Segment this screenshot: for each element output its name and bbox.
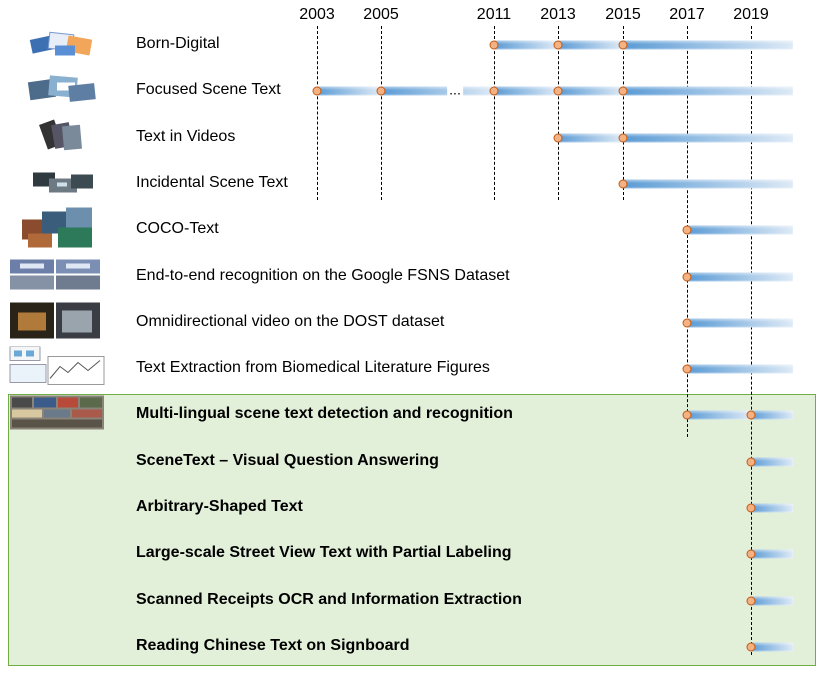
text-in-videos-thumbnail	[37, 115, 87, 160]
timeline-bar-arbitrary-shaped-text	[751, 503, 793, 513]
row-label-scanned-receipts-ocr-and-information-extraction: Scanned Receipts OCR and Information Ext…	[136, 590, 522, 608]
year-gridline-2013	[558, 26, 559, 200]
new-challenges-highlight-box	[8, 394, 816, 666]
row-label-omnidirectional-video-on-the-dost-dataset: Omnidirectional video on the DOST datase…	[136, 312, 445, 330]
edition-marker-incidental-scene-text-2015	[618, 179, 628, 189]
row-label-text-in-videos: Text in Videos	[136, 127, 236, 145]
timeline-bar-omnidirectional-video-on-the-dost-dataset	[687, 318, 793, 328]
timeline-bar-incidental-scene-text	[623, 179, 793, 189]
row-label-born-digital: Born-Digital	[136, 35, 220, 52]
row-label-incidental-scene-text: Incidental Scene Text	[136, 173, 288, 191]
row-label-coco-text: COCO-Text	[136, 220, 219, 238]
row-label-multi-lingual-scene-text-detection-and-recognition: Multi-lingual scene text detection and r…	[136, 405, 513, 423]
edition-marker-multi-lingual-scene-text-detection-and-recognition-2019	[746, 410, 756, 420]
fsns-thumbnail	[10, 257, 102, 296]
edition-marker-text-in-videos-2015	[618, 133, 628, 143]
incidental-scene-text-thumbnail	[27, 166, 97, 201]
year-label-2013: 2013	[540, 6, 576, 23]
row-label-arbitrary-shaped-text: Arbitrary-Shaped Text	[136, 498, 303, 515]
year-gridline-2005	[381, 26, 382, 200]
row-label-focused-scene-text: Focused Scene Text	[136, 81, 281, 99]
row-label-large-scale-street-view-text-with-partial-labeling: Large-scale Street View Text with Partia…	[136, 544, 512, 562]
year-label-2011: 2011	[476, 6, 512, 23]
dost-thumbnail	[10, 302, 102, 343]
born-digital-thumbnail	[27, 28, 97, 63]
timeline-bar-born-digital	[494, 40, 793, 50]
biomedical-figures-thumbnail	[8, 346, 108, 392]
timeline-bar-coco-text	[687, 225, 793, 235]
edition-marker-focused-scene-text-2011	[489, 86, 499, 96]
edition-marker-reading-chinese-text-on-signboard-2019	[746, 642, 756, 652]
edition-marker-end-to-end-recognition-on-the-google-fsns-dataset-2017	[682, 272, 692, 281]
edition-marker-coco-text-2017	[682, 225, 692, 235]
year-label-2005: 2005	[363, 6, 399, 23]
year-gridline-2011	[494, 26, 495, 200]
edition-marker-large-scale-street-view-text-with-partial-labeling-2019	[746, 549, 756, 559]
edition-marker-text-extraction-from-biomedical-literature-figures-2017	[682, 364, 692, 374]
year-label-2017: 2017	[669, 6, 705, 23]
timeline-bar-scenetext-visual-question-answering	[751, 457, 793, 467]
edition-marker-focused-scene-text-2003	[312, 86, 322, 96]
year-gridline-2003	[317, 26, 318, 200]
edition-marker-born-digital-2015	[618, 40, 628, 50]
year-gridline-2019	[751, 26, 752, 655]
edition-marker-focused-scene-text-2013	[553, 86, 563, 96]
row-label-text-extraction-from-biomedical-literature-figures: Text Extraction from Biomedical Literatu…	[136, 359, 490, 377]
edition-marker-born-digital-2011	[489, 40, 499, 50]
edition-marker-omnidirectional-video-on-the-dost-dataset-2017	[682, 318, 692, 328]
year-label-2015: 2015	[605, 6, 641, 23]
multi-lingual-thumbnail	[10, 395, 104, 435]
year-label-2019: 2019	[733, 6, 769, 23]
year-gridline-2015	[623, 26, 624, 200]
timeline-bar-scanned-receipts-ocr-and-information-extraction	[751, 596, 793, 606]
edition-marker-multi-lingual-scene-text-detection-and-recognition-2017	[682, 410, 692, 420]
timeline-gap-marker: ...	[447, 81, 463, 98]
timeline-bar-end-to-end-recognition-on-the-google-fsns-dataset	[687, 272, 793, 281]
edition-marker-born-digital-2013	[553, 40, 563, 50]
edition-marker-scenetext-visual-question-answering-2019	[746, 457, 756, 467]
edition-marker-focused-scene-text-2005	[376, 86, 386, 96]
edition-marker-text-in-videos-2013	[553, 133, 563, 143]
timeline-bar-text-in-videos	[558, 133, 793, 143]
focused-scene-text-thumbnail	[27, 73, 97, 110]
timeline-bar-reading-chinese-text-on-signboard	[751, 642, 793, 652]
edition-marker-arbitrary-shaped-text-2019	[746, 503, 756, 513]
row-label-scenetext-visual-question-answering: SceneText – Visual Question Answering	[136, 451, 439, 469]
timeline-bar-text-extraction-from-biomedical-literature-figures	[687, 364, 793, 374]
timeline-bar-large-scale-street-view-text-with-partial-labeling	[751, 549, 793, 559]
coco-text-thumbnail	[18, 206, 98, 255]
timeline-bar-multi-lingual-scene-text-detection-and-recognition	[687, 410, 793, 420]
year-label-2003: 2003	[299, 6, 335, 23]
row-label-end-to-end-recognition-on-the-google-fsns-dataset: End-to-end recognition on the Google FSN…	[136, 266, 510, 284]
edition-marker-scanned-receipts-ocr-and-information-extraction-2019	[746, 596, 756, 606]
row-label-reading-chinese-text-on-signboard: Reading Chinese Text on Signboard	[136, 636, 410, 654]
edition-marker-focused-scene-text-2015	[618, 86, 628, 96]
